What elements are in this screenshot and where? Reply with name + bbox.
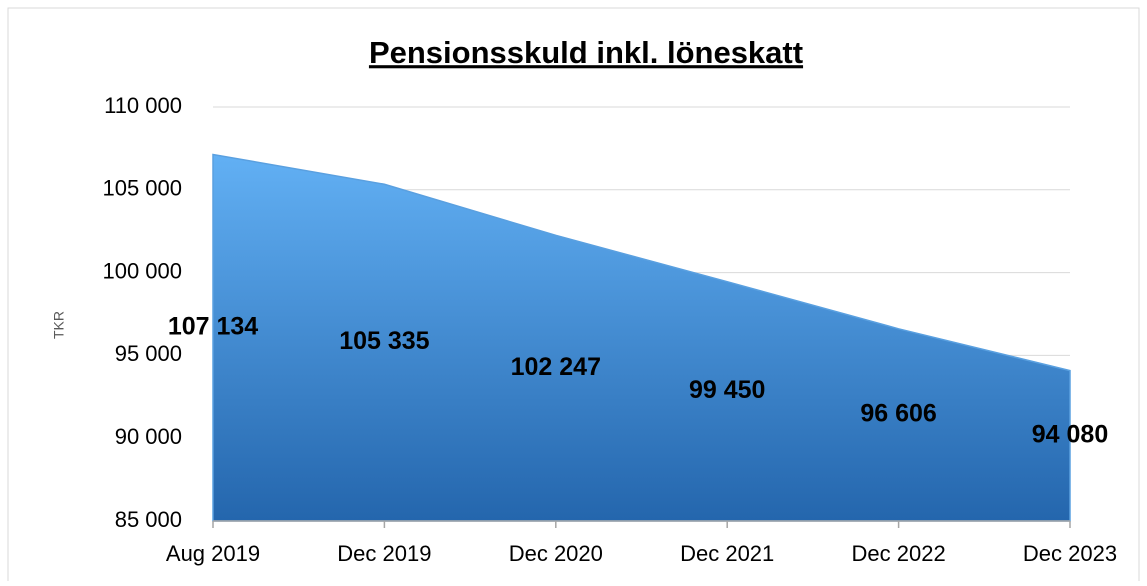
x-tick-label: Dec 2021 — [680, 541, 774, 566]
x-tick-label: Aug 2019 — [166, 541, 260, 566]
y-tick-label: 90 000 — [115, 424, 182, 449]
x-tick-label: Dec 2020 — [509, 541, 603, 566]
x-tick-label: Dec 2019 — [337, 541, 431, 566]
x-tick-label: Dec 2022 — [852, 541, 946, 566]
chart-title: Pensionsskuld inkl. löneskatt — [369, 35, 803, 70]
value-label: 99 450 — [689, 376, 765, 404]
value-label: 96 606 — [860, 400, 936, 428]
y-tick-label: 105 000 — [102, 176, 182, 201]
value-label: 94 080 — [1032, 420, 1108, 448]
y-tick-label: 110 000 — [104, 93, 182, 118]
y-axis-label: TKR — [51, 311, 67, 339]
value-label: 102 247 — [511, 353, 601, 381]
value-label: 107 134 — [168, 312, 258, 340]
y-tick-label: 95 000 — [115, 341, 182, 366]
y-tick-label: 85 000 — [115, 507, 182, 532]
y-tick-label: 100 000 — [102, 258, 182, 283]
chart-frame — [7, 7, 1140, 586]
value-label: 105 335 — [339, 327, 429, 355]
x-tick-label: Dec 2023 — [1023, 541, 1117, 566]
area — [212, 153, 1071, 522]
